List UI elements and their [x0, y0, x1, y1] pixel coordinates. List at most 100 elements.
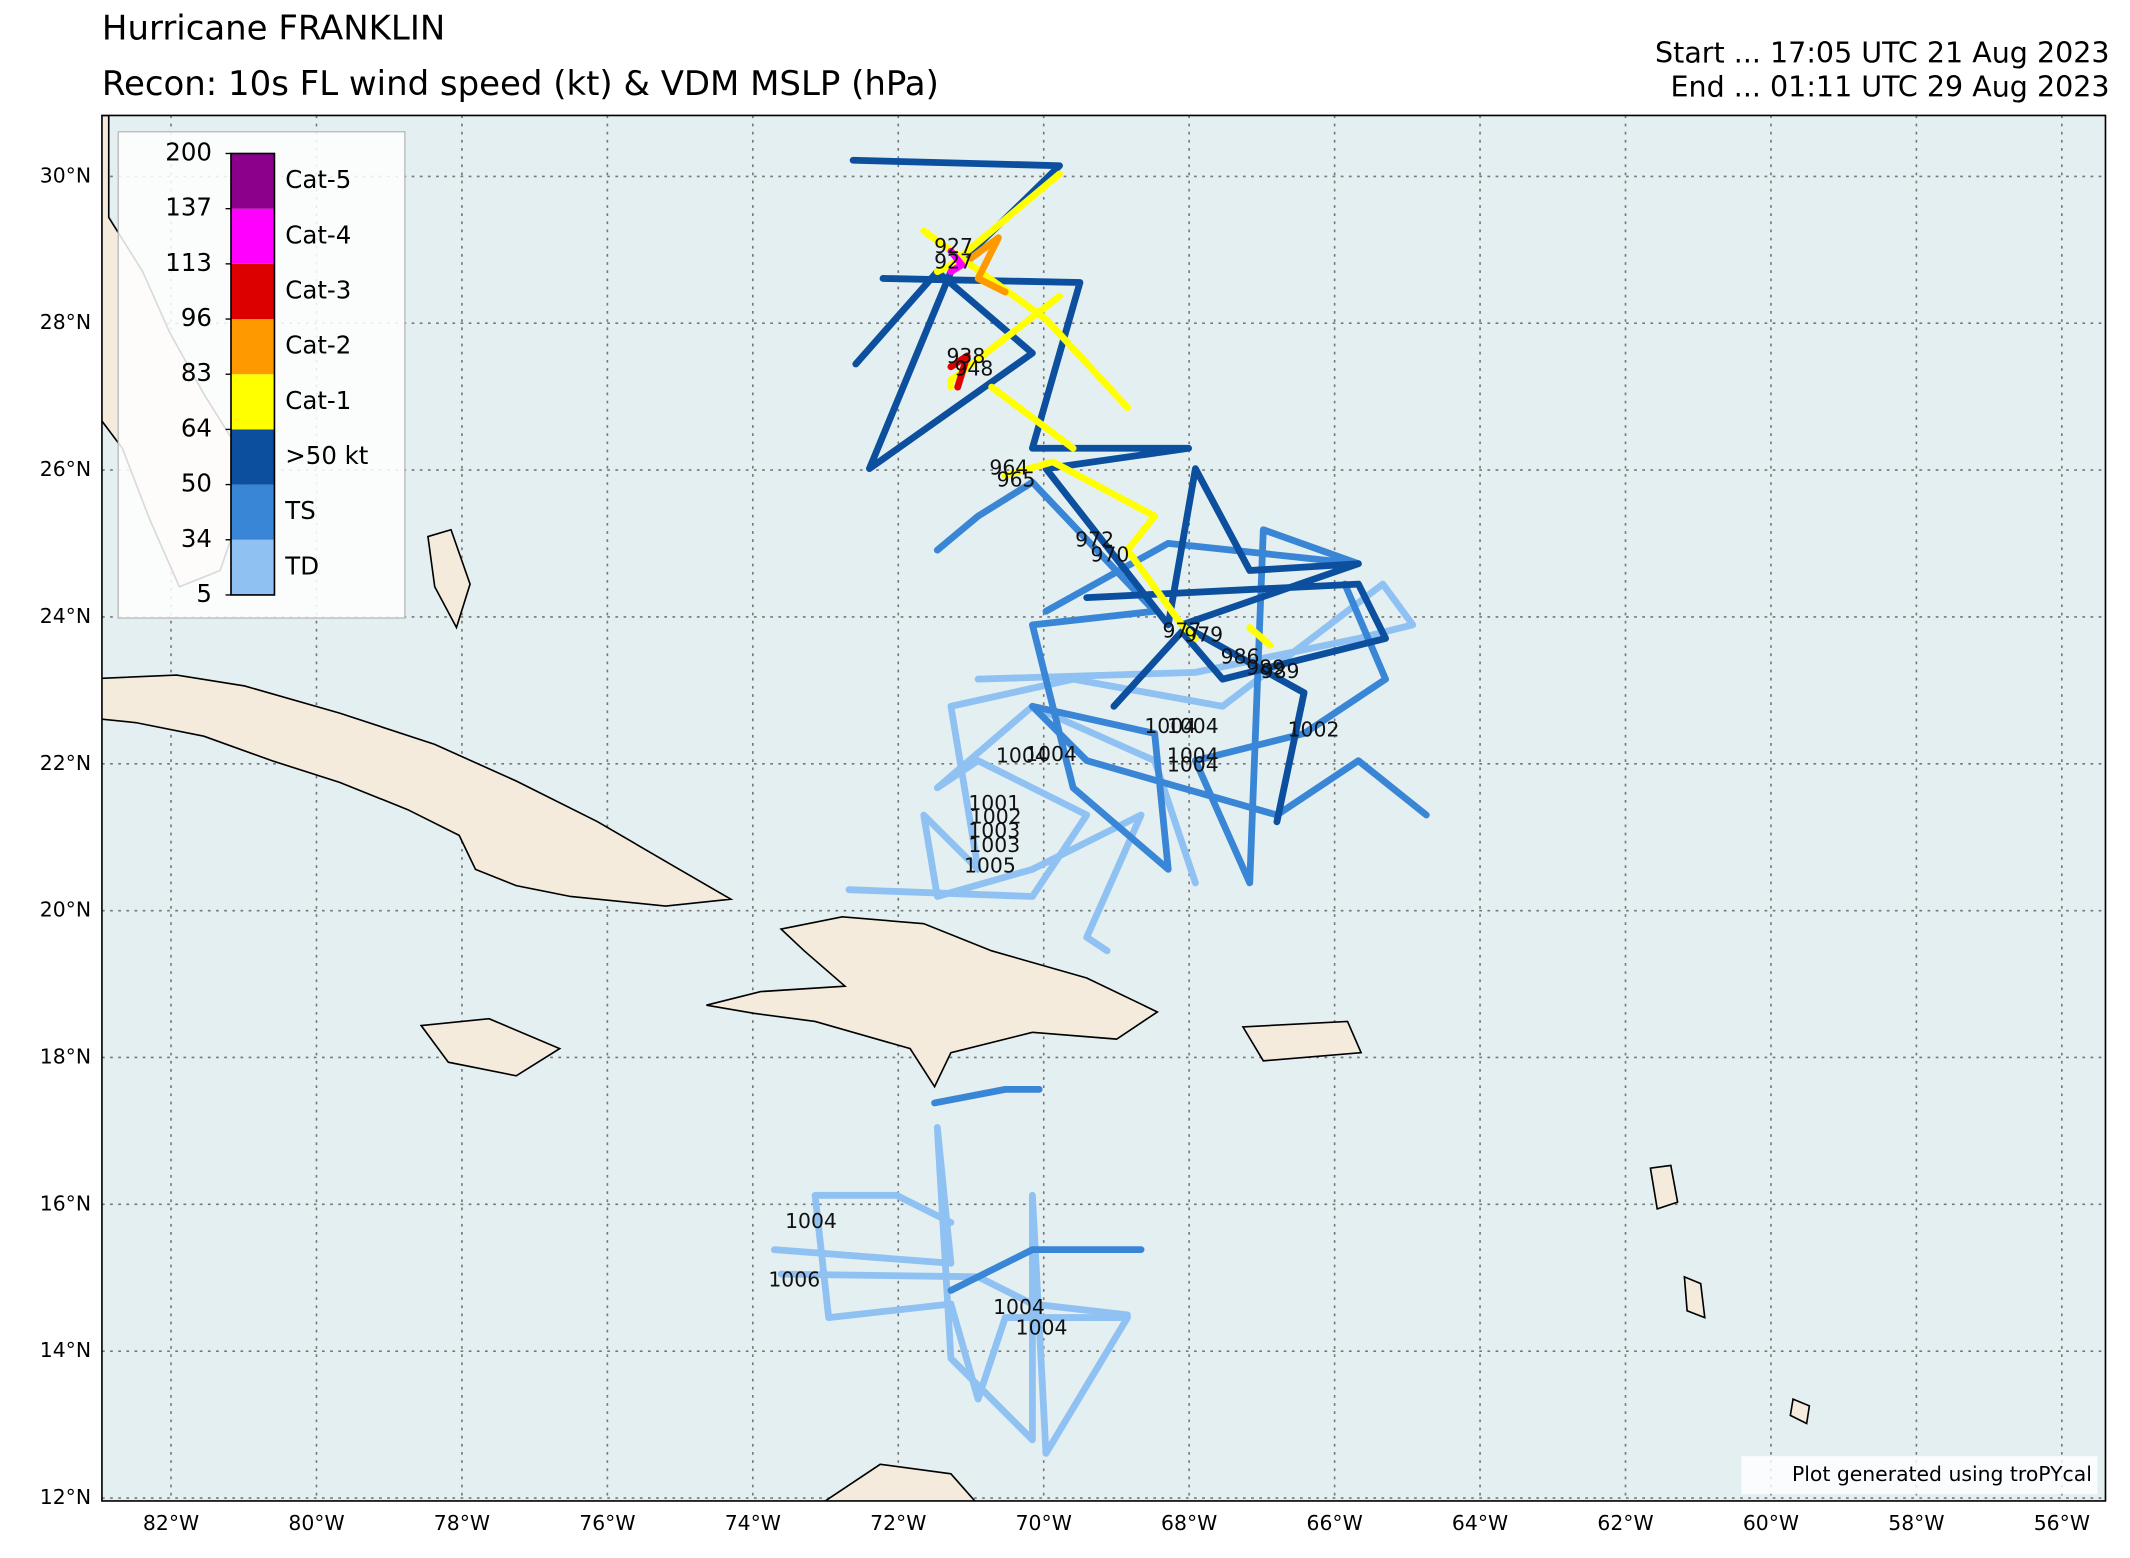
track [1042, 526, 1389, 887]
start-time: Start ... 17:05 UTC 21 Aug 2023 [1655, 36, 2109, 69]
pressure-label: 1004 [993, 1295, 1045, 1319]
track [845, 702, 1199, 900]
colorbar-category: TD [284, 551, 319, 580]
lon-tick-label: 60°W [1743, 1511, 1799, 1535]
lat-tick-label: 16°N [40, 1191, 91, 1215]
pressure-label: 1003 [968, 818, 1020, 842]
subtitle: Recon: 10s FL wind speed (kt) & VDM MSLP… [102, 64, 939, 104]
colorbar-tick-label: 200 [165, 137, 212, 166]
track [947, 352, 971, 391]
pressure-label: 1004 [1016, 1315, 1068, 1339]
lon-tick-label: 82°W [143, 1511, 199, 1535]
lat-tick-label: 12°N [40, 1485, 91, 1509]
track [947, 292, 1063, 391]
colorbar-tick-label: 83 [181, 358, 212, 387]
jamaica [419, 1017, 562, 1077]
colorbar-segment [230, 374, 275, 430]
lat-tick-label: 18°N [40, 1044, 91, 1068]
colorbar-category: Cat-4 [285, 220, 351, 249]
pressure-label: 986 [1221, 644, 1260, 668]
pressure-label: 970 [1090, 542, 1129, 566]
lon-tick-label: 68°W [1161, 1511, 1217, 1535]
title: Hurricane FRANKLIN [102, 8, 445, 48]
colorbar-segment [230, 539, 275, 595]
pressure-label: 989 [1246, 655, 1285, 679]
pressure-label: 1002 [970, 804, 1022, 828]
pressure-label: 1004 [1025, 742, 1077, 766]
pressure-label: 979 [1184, 622, 1223, 646]
pressure-label: 1004 [1167, 743, 1219, 767]
track [920, 227, 1131, 411]
colorbar-tick-label: 137 [165, 193, 212, 222]
colorbar-category: Cat-1 [285, 386, 351, 415]
colorbar-tick-label: 113 [165, 248, 212, 277]
track [931, 1085, 1043, 1107]
track [947, 247, 966, 276]
colorbar-category: Cat-3 [285, 275, 351, 304]
lat-tick-label: 26°N [40, 457, 91, 481]
lat-tick-label: 30°N [40, 163, 91, 187]
track [1246, 624, 1274, 649]
map-frame [101, 114, 2107, 1502]
pressure-label: 1004 [1167, 714, 1219, 738]
colorbar-tick-label: 50 [181, 469, 212, 498]
lon-tick-label: 64°W [1452, 1511, 1508, 1535]
track [947, 1246, 1145, 1294]
pressure-label: 1002 [1288, 718, 1340, 742]
pressure-label: 1004 [996, 743, 1048, 767]
lon-tick-label: 62°W [1597, 1511, 1653, 1535]
pressure-label: 1001 [968, 791, 1020, 815]
lat-tick-label: 24°N [40, 604, 91, 628]
colorbar-segment [230, 208, 275, 264]
colorbar-segment [230, 263, 275, 320]
puerto-rico [1241, 1020, 1363, 1062]
lon-tick-label: 74°W [725, 1511, 781, 1535]
colorbar-segment [230, 319, 275, 375]
lon-tick-label: 80°W [288, 1511, 344, 1535]
hispaniola [706, 916, 1160, 1089]
pressure-label: 964 [989, 456, 1028, 480]
andros [427, 528, 471, 630]
lon-tick-label: 56°W [2034, 1511, 2090, 1535]
track [988, 383, 1077, 452]
track [967, 234, 1009, 296]
colorbar-tick-label: 34 [181, 524, 212, 553]
axis-ticks: 82°W 80°W 78°W 76°W 74°W 72°W 70°W 68°W 66°W 64°W… [40, 163, 2090, 1535]
track [933, 170, 1063, 276]
pressure-label: 972 [1075, 528, 1114, 552]
cuba [101, 674, 734, 907]
colorbar-category: >50 kt [285, 441, 368, 470]
pressure-label: 1006 [768, 1268, 820, 1292]
lesser-antilles [1649, 1164, 1811, 1425]
lat-tick-label: 28°N [40, 310, 91, 334]
colorbar-segment [230, 429, 275, 485]
end-time: End ... 01:11 UTC 29 Aug 2023 [1671, 70, 2110, 103]
colorbar-tick-label: 5 [196, 579, 212, 608]
pressure-label: 965 [997, 467, 1036, 491]
pressure-label: 927 [934, 234, 973, 258]
lat-tick-label: 14°N [40, 1338, 91, 1362]
pressure-label: 1005 [964, 854, 1016, 878]
pressure-label: 927 [934, 249, 973, 273]
south-america [823, 1463, 976, 1501]
lon-tick-label: 76°W [579, 1511, 635, 1535]
pressure-label: 989 [1261, 659, 1300, 683]
flight-tracks [770, 156, 1430, 1457]
track [920, 580, 1417, 955]
lon-tick-label: 78°W [434, 1511, 490, 1535]
colorbar-category: Cat-2 [285, 331, 351, 360]
pressure-label: 938 [946, 344, 985, 368]
pressure-label: 977 [1162, 619, 1201, 643]
footer: Plot generated using troPYcal [1792, 1462, 2092, 1486]
colorbar-tick-label: 64 [181, 413, 212, 442]
colorbar-category: TS [284, 496, 315, 525]
pressure-label: 1003 [968, 833, 1020, 857]
pressure-label: 948 [954, 357, 993, 381]
lon-tick-label: 72°W [870, 1511, 926, 1535]
colorbar-segment [230, 153, 275, 209]
colorbar-segment [230, 484, 275, 540]
colorbar: TD TS >50 kt Cat-1 Cat-2 Cat-3 Cat-4 Cat-5 5 34 50… [165, 137, 368, 607]
pressure-label: 1004 [1167, 752, 1219, 776]
